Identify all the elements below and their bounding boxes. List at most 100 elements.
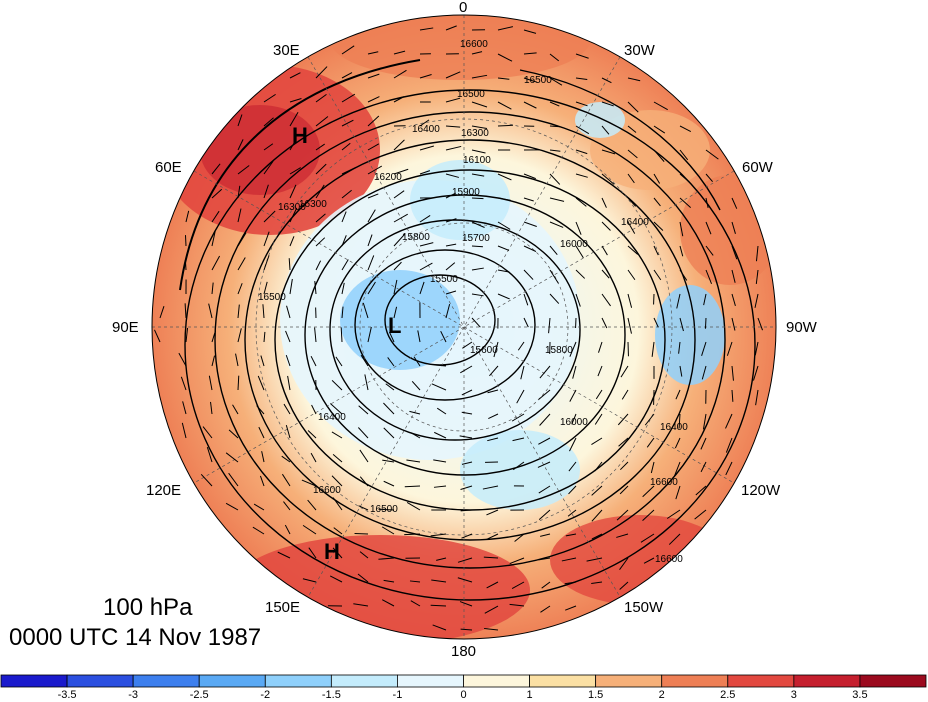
wind-barb [367,51,379,55]
wind-barb [460,628,473,631]
wind-barb [445,125,461,128]
colorbar-swatch [463,674,530,688]
wind-barb [436,407,447,415]
wind-barb [329,575,343,583]
wind-barb [225,502,239,511]
wind-barb [409,410,421,415]
colorbar-tick-label: -2 [260,689,271,701]
wind-barb [419,242,434,247]
wind-barb [211,210,220,223]
contour-label: 16400 [412,124,440,135]
wind-barb [410,432,421,439]
wind-barb [461,461,473,465]
wind-barbs [154,25,763,631]
wind-barb [433,485,447,488]
wind-barb [489,365,499,377]
wind-barb [497,77,510,80]
wind-barb [485,533,499,541]
wind-barb [575,197,587,207]
wind-barb [619,485,629,495]
wind-barb [289,72,301,79]
lon-label-150e: 150E [265,599,301,616]
wind-barb [367,281,376,295]
wind-barb [575,125,590,135]
wind-barb [202,426,213,439]
colorbar-tick-label: 3.5 [852,689,868,701]
wind-barb [314,327,317,343]
wind-barb [281,455,291,463]
colorbar-tick-label: 2 [658,689,665,701]
wind-barb [540,533,551,537]
wind-barb [627,197,637,207]
wind-barb [601,197,607,208]
wind-barb [445,262,456,271]
wind-barb [575,269,586,279]
colorbar-swatch [793,674,861,688]
wind-barb [462,341,473,349]
contour-label: 15800 [402,232,430,243]
wind-barb [643,557,655,564]
wind-barb [460,485,473,490]
high-pressure-marker-south: H [324,539,340,564]
wind-barb [701,365,707,380]
wind-barb [575,101,588,107]
colorbar-swatch [397,674,464,688]
wind-barb [642,509,655,521]
wind-barb [523,29,537,34]
wind-barb [731,365,734,381]
contour-label: 16500 [370,504,398,515]
wind-barb [433,459,447,463]
wind-barb [591,533,603,540]
wind-barb [237,232,247,247]
colorbar-swatch [727,674,795,688]
wind-barb [482,485,499,490]
wind-barb [586,557,603,562]
wind-barb [704,317,707,329]
wind-barb [315,260,322,271]
wind-barb [618,437,629,447]
wind-barb [445,192,457,199]
wind-barb [471,221,485,228]
wind-barb [367,255,375,271]
wind-barb [431,383,447,391]
wind-barb [387,357,395,367]
wind-barb [383,480,395,487]
wind-barb [471,125,488,130]
wind-barb [237,114,243,127]
wind-barb [341,142,351,151]
wind-barb [413,356,421,367]
wind-barb [393,96,405,103]
wind-barb [383,402,395,415]
wind-barb [561,557,577,562]
wind-barb [419,119,430,127]
contour-label: 16600 [650,477,678,488]
wind-barb [568,461,577,472]
wind-barb [182,401,187,415]
wind-barb [694,509,707,520]
colorbar-swatch [0,674,68,688]
wind-barb [653,173,661,184]
wind-barb [511,581,525,590]
wind-barb [277,551,291,559]
colorbar-swatch [859,674,927,688]
wind-barb [674,437,681,449]
wind-barb [598,341,603,353]
wind-barb [341,72,353,79]
wind-barb [725,461,733,476]
wind-barb [520,365,525,380]
wind-barb [497,293,510,300]
wind-barb [332,547,343,559]
wind-barb [511,413,525,422]
wind-barb [549,269,559,284]
colorbar-tick-label: -2.5 [189,689,209,701]
wind-barb [211,282,214,295]
wind-barb [627,173,635,184]
wind-barb [263,331,266,343]
wind-barb [341,93,356,103]
wind-barb [591,581,603,585]
wind-barb [378,557,395,560]
wind-barb [367,234,373,247]
wind-barb [640,533,655,543]
wind-barb [358,405,369,415]
wind-barb [755,269,759,284]
